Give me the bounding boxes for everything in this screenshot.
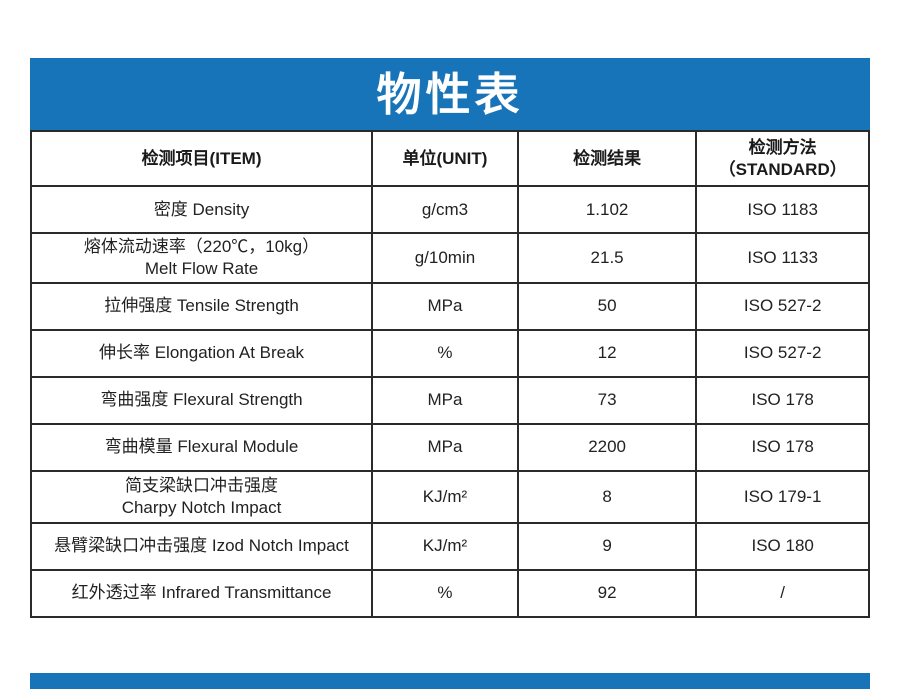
item-cell: 弯曲模量 Flexural Module	[29, 422, 374, 472]
header-standard: 检测方法 （STANDARD）	[695, 130, 870, 187]
properties-table: 检测项目(ITEM) 单位(UNIT) 检测结果 检测方法 （STANDARD）…	[29, 130, 870, 618]
unit-cell: MPa	[371, 422, 519, 472]
unit-cell: g/cm3	[371, 185, 519, 234]
standard-cell: ISO 527-2	[695, 281, 870, 331]
header-item: 检测项目(ITEM)	[29, 130, 374, 187]
table-row: 熔体流动速率（220℃，10kg） Melt Flow Rate g/10min…	[29, 232, 870, 284]
table-row: 简支梁缺口冲击强度 Charpy Notch Impact KJ/m² 8 IS…	[29, 469, 870, 524]
standard-cell: ISO 178	[695, 422, 870, 472]
item-label-zh: 熔体流动速率（220℃，10kg）	[83, 237, 320, 256]
item-label: 弯曲模量 Flexural Module	[104, 437, 299, 457]
item-label: 悬臂梁缺口冲击强度 Izod Notch Impact	[54, 536, 349, 556]
table-row: 拉伸强度 Tensile Strength MPa 50 ISO 527-2	[29, 281, 870, 331]
item-cell: 密度 Density	[29, 185, 374, 234]
result-cell: 73	[516, 375, 698, 425]
standard-cell: ISO 180	[695, 521, 870, 571]
footer-accent-bar	[30, 672, 870, 689]
table-row: 密度 Density g/cm3 1.102 ISO 1183	[29, 185, 870, 234]
header-standard-line2: （STANDARD）	[718, 159, 847, 179]
item-cell: 悬臂梁缺口冲击强度 Izod Notch Impact	[29, 521, 374, 571]
header-result: 检测结果	[516, 130, 698, 187]
title-banner: 物性表	[30, 58, 870, 130]
table-row: 伸长率 Elongation At Break % 12 ISO 527-2	[29, 328, 870, 378]
unit-cell: %	[371, 568, 519, 618]
standard-cell: ISO 527-2	[695, 328, 870, 378]
table-row: 悬臂梁缺口冲击强度 Izod Notch Impact KJ/m² 9 ISO …	[29, 521, 870, 571]
unit-cell: KJ/m²	[371, 521, 519, 571]
item-label: 拉伸强度 Tensile Strength	[104, 296, 299, 316]
result-cell: 8	[516, 469, 698, 524]
result-cell: 12	[516, 328, 698, 378]
unit-cell: KJ/m²	[371, 469, 519, 524]
unit-cell: %	[371, 328, 519, 378]
item-cell: 拉伸强度 Tensile Strength	[29, 281, 374, 331]
standard-cell: /	[695, 568, 870, 618]
standard-cell: ISO 1183	[695, 185, 870, 234]
table-row: 弯曲强度 Flexural Strength MPa 73 ISO 178	[29, 375, 870, 425]
result-cell: 1.102	[516, 185, 698, 234]
item-label: 红外透过率 Infrared Transmittance	[71, 583, 332, 603]
standard-cell: ISO 178	[695, 375, 870, 425]
result-cell: 21.5	[516, 232, 698, 284]
header-row: 检测项目(ITEM) 单位(UNIT) 检测结果 检测方法 （STANDARD）	[29, 130, 870, 187]
item-label: 伸长率 Elongation At Break	[99, 343, 305, 363]
table-row: 弯曲模量 Flexural Module MPa 2200 ISO 178	[29, 422, 870, 472]
result-cell: 50	[516, 281, 698, 331]
standard-cell: ISO 1133	[695, 232, 870, 284]
result-cell: 9	[516, 521, 698, 571]
unit-cell: g/10min	[371, 232, 519, 284]
item-label-en: Melt Flow Rate	[144, 258, 259, 278]
table-row: 红外透过率 Infrared Transmittance % 92 /	[29, 568, 870, 618]
result-cell: 2200	[516, 422, 698, 472]
item-label-en: Charpy Notch Impact	[121, 497, 282, 517]
item-label: 密度 Density	[153, 199, 250, 219]
item-cell: 简支梁缺口冲击强度 Charpy Notch Impact	[29, 469, 374, 524]
item-cell: 红外透过率 Infrared Transmittance	[29, 568, 374, 618]
item-cell: 弯曲强度 Flexural Strength	[29, 375, 374, 425]
header-standard-line1: 检测方法	[748, 137, 817, 157]
result-cell: 92	[516, 568, 698, 618]
page-title: 物性表	[376, 68, 524, 120]
header-unit: 单位(UNIT)	[371, 130, 519, 187]
unit-cell: MPa	[371, 375, 519, 425]
unit-cell: MPa	[371, 281, 519, 331]
item-label-zh: 简支梁缺口冲击强度	[125, 475, 279, 495]
item-cell: 伸长率 Elongation At Break	[29, 328, 374, 378]
item-label: 弯曲强度 Flexural Strength	[100, 390, 303, 410]
item-cell: 熔体流动速率（220℃，10kg） Melt Flow Rate	[29, 232, 374, 284]
standard-cell: ISO 179-1	[695, 469, 870, 524]
